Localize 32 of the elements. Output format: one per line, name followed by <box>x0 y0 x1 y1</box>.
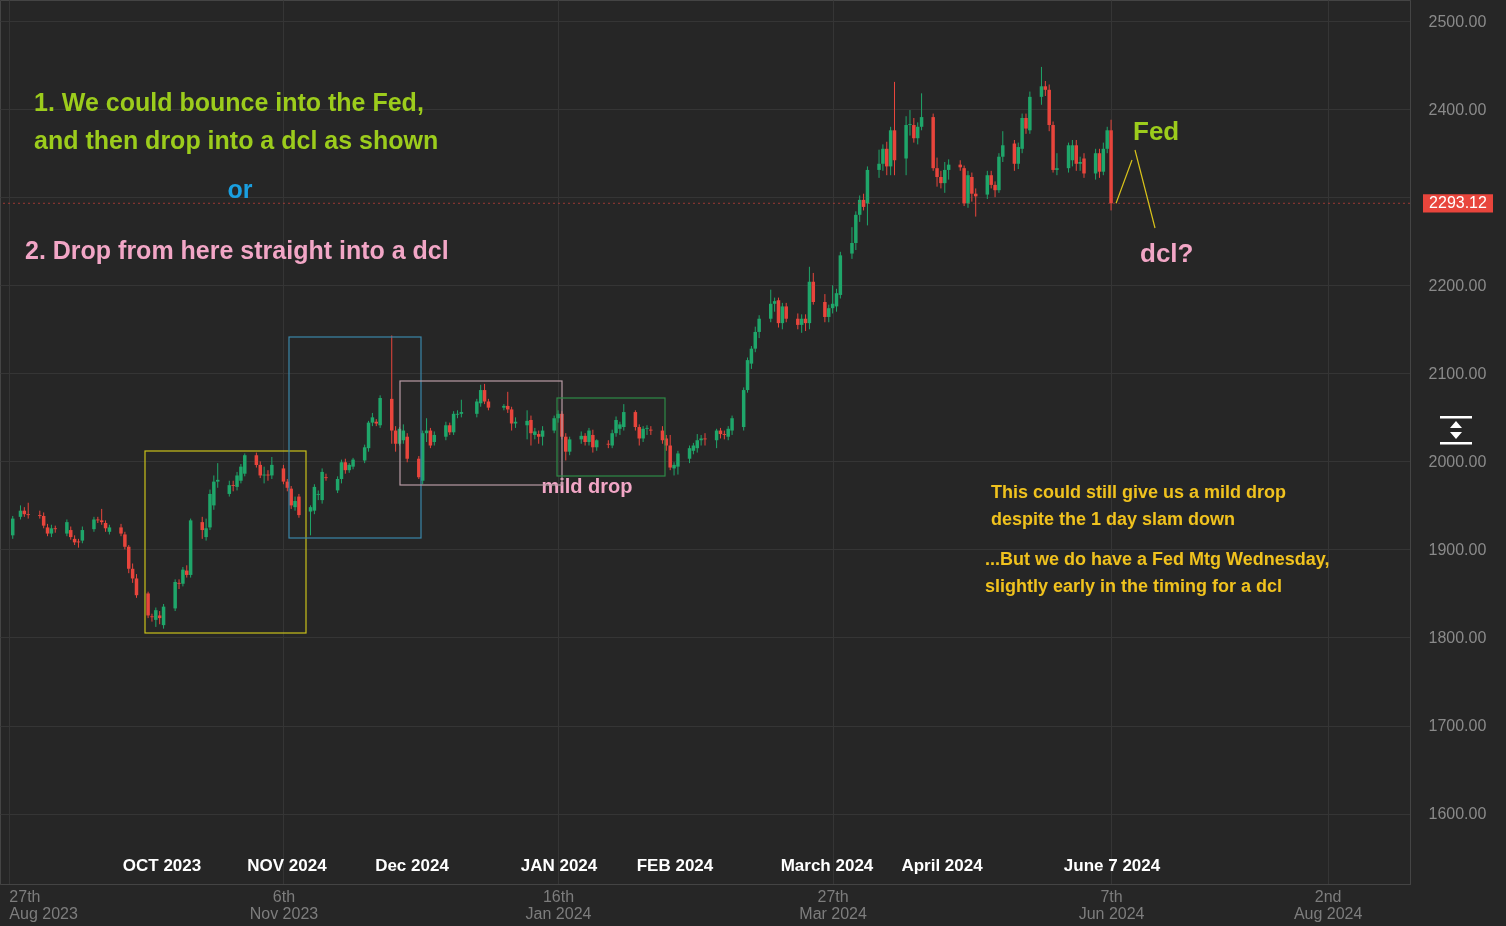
annotation: Fed <box>1133 116 1180 146</box>
y-tick-label: 2000.00 <box>1428 452 1487 470</box>
annotation: June 7 2024 <box>1063 856 1161 875</box>
x-tick-label: 16th Jan 2024 <box>525 887 592 922</box>
y-tick-label: 1600.00 <box>1428 805 1487 823</box>
annotation: mild drop <box>541 475 633 497</box>
annotation: or <box>227 175 253 203</box>
annotation: OCT 2023 <box>122 856 202 875</box>
y-tick-label: 2400.00 <box>1428 100 1487 118</box>
annotation: This could still give us a mild drop despite the 1 day slam down <box>991 482 1287 529</box>
y-tick-label: 2100.00 <box>1428 364 1487 382</box>
annotation: Dec 2024 <box>375 856 450 875</box>
x-tick-label: 27th Aug 2023 <box>9 887 78 922</box>
annotation: JAN 2024 <box>520 856 598 875</box>
annotation: April 2024 <box>901 856 984 875</box>
annotation: March 2024 <box>780 856 874 875</box>
ref-line-label: 2293.12 <box>1429 194 1488 212</box>
annotation: ...But we do have a Fed Mtg Wednesday, slightly early in the timing for a dcl <box>985 549 1330 596</box>
x-tick-label: 27th Mar 2024 <box>799 887 868 922</box>
y-tick-label: 1800.00 <box>1428 628 1487 646</box>
y-tick-label: 1700.00 <box>1428 717 1487 735</box>
x-tick-label: 6th Nov 2023 <box>249 887 319 922</box>
annotation: 2. Drop from here straight into a dcl <box>25 236 449 264</box>
annotation: FEB 2024 <box>636 856 714 875</box>
annotation: NOV 2024 <box>247 856 328 875</box>
y-tick-label: 2200.00 <box>1428 276 1487 294</box>
annotation: 1. We could bounce into the Fed, and then drop into a dcl as shown <box>34 88 439 154</box>
annotation: dcl? <box>1140 238 1194 268</box>
y-tick-label: 1900.00 <box>1428 540 1487 558</box>
x-tick-label: 7th Jun 2024 <box>1078 887 1145 922</box>
x-tick-label: 2nd Aug 2024 <box>1293 887 1363 922</box>
y-tick-label: 2500.00 <box>1428 12 1487 30</box>
